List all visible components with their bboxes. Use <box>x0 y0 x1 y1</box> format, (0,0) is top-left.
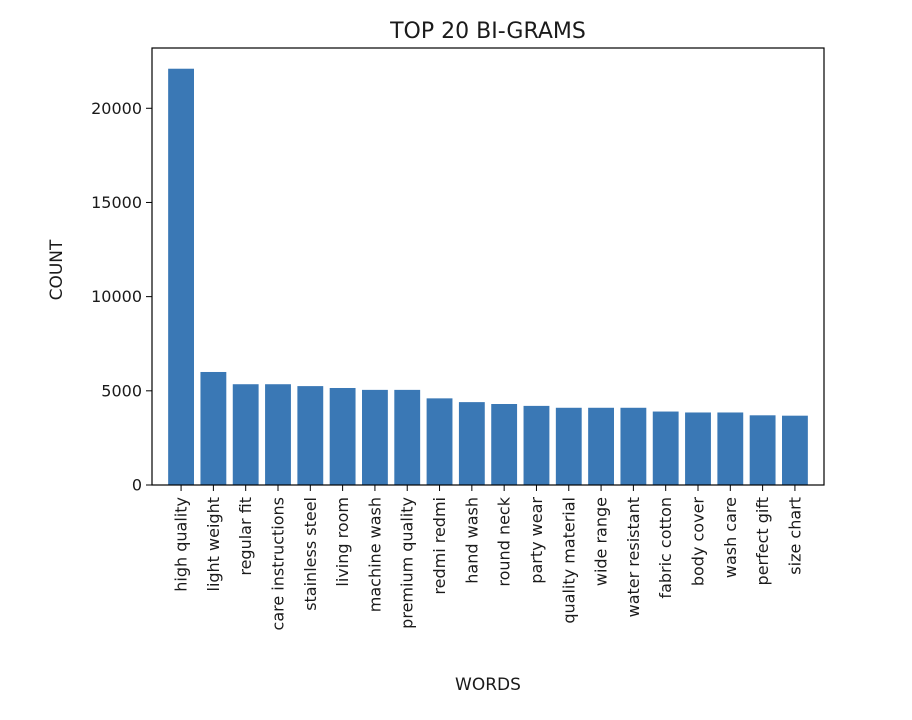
y-tick-label: 20000 <box>91 99 142 118</box>
x-ticks: high quality light weight regular fit care … <box>172 485 804 630</box>
y-axis-label: COUNT <box>47 239 67 300</box>
x-tick-label: body cover <box>689 497 708 587</box>
bar-redmi-redmi <box>426 398 453 485</box>
y-tick-label: 10000 <box>91 287 142 306</box>
bar-machine-wash <box>362 389 388 485</box>
bar-fabric-cotton <box>652 411 679 485</box>
bar-round-neck <box>491 404 518 485</box>
bar-wash-care <box>717 412 744 485</box>
bar-party-wear <box>523 405 550 485</box>
x-tick-label: round neck <box>495 496 514 586</box>
x-tick-label: premium quality <box>398 497 417 629</box>
x-tick-label: size chart <box>785 497 804 575</box>
bar-living-room <box>329 387 356 485</box>
x-tick-label: regular fit <box>236 497 255 576</box>
bar-quality-material <box>555 407 582 485</box>
x-tick-label: quality material <box>559 497 578 624</box>
x-tick-label: living room <box>333 497 352 587</box>
bar-regular-fit <box>232 384 259 485</box>
bar-size-chart <box>782 415 808 485</box>
chart-title: TOP 20 BI-GRAMS <box>389 19 586 44</box>
x-axis-label: WORDS <box>455 675 521 695</box>
bar-premium-quality <box>394 389 421 485</box>
bar-care-instructions <box>265 384 291 485</box>
bar-body-cover <box>685 412 711 485</box>
y-tick-label: 5000 <box>101 381 142 400</box>
x-tick-label: high quality <box>172 497 191 592</box>
x-tick-label: machine wash <box>365 497 384 612</box>
bar-water-resistant <box>620 407 647 485</box>
x-tick-label: light weight <box>204 497 223 592</box>
bar-wide-range <box>588 407 614 485</box>
bar-stainless-steel <box>297 386 324 485</box>
bar-high-quality <box>168 68 194 486</box>
y-tick-label: 0 <box>132 476 142 495</box>
x-tick-label: wash care <box>721 497 740 578</box>
bar-light-weight <box>200 371 227 485</box>
bars-layer <box>168 68 808 486</box>
x-tick-label: stainless steel <box>301 497 320 611</box>
x-tick-label: fabric cotton <box>656 497 675 599</box>
x-tick-label: party wear <box>527 497 546 584</box>
bar-hand-wash <box>458 402 485 485</box>
x-tick-label: water resistant <box>624 497 643 617</box>
x-tick-label: wide range <box>592 497 611 586</box>
plot-frame <box>151 47 825 486</box>
x-tick-label: care instructions <box>269 497 288 630</box>
bar-perfect-gift <box>749 415 776 485</box>
y-ticks: 0 5000 10000 15000 20000 <box>91 99 152 495</box>
x-tick-label: redmi redmi <box>430 497 449 595</box>
y-tick-label: 15000 <box>91 193 142 212</box>
x-tick-label: hand wash <box>462 497 481 584</box>
x-tick-label: perfect gift <box>753 497 772 585</box>
